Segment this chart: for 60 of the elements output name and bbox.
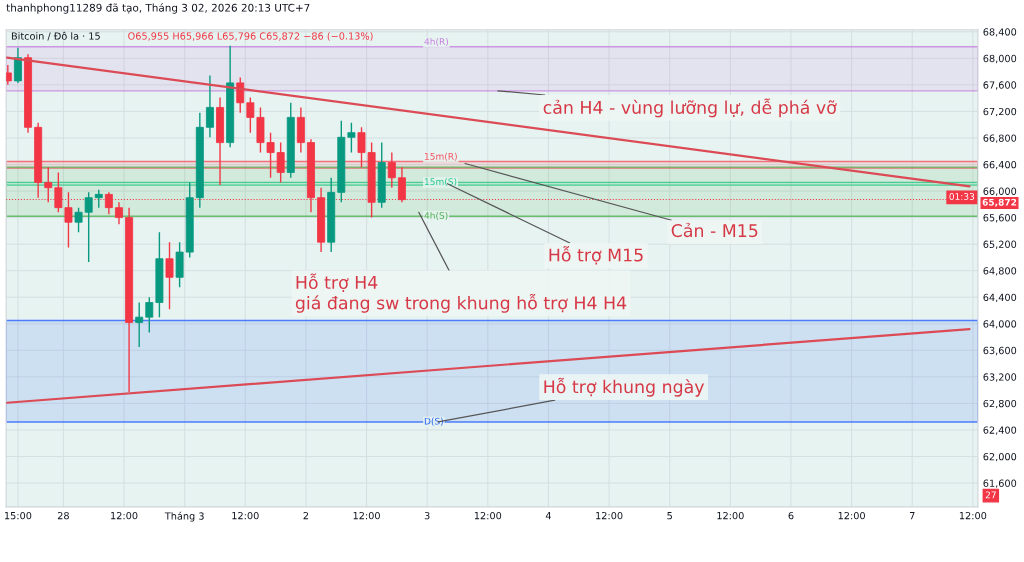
candlestick xyxy=(165,241,174,310)
x-tick-label: 2 xyxy=(303,511,309,520)
chart-subtitle: O65,955 H65,966 L65,796 C65,872 −86 (−0.13%) xyxy=(128,32,373,41)
x-tick-label: 12:00 xyxy=(838,511,865,520)
y-tick-label: 67,200 xyxy=(983,107,1017,117)
candlestick xyxy=(387,151,396,189)
annotation: Hỗ trợ M15 xyxy=(549,246,643,265)
candlestick xyxy=(13,47,22,84)
y-tick-label: 66,000 xyxy=(983,187,1017,196)
band-label: 4h(R) xyxy=(424,37,449,47)
band-label: 4h(S) xyxy=(424,211,448,220)
candlestick xyxy=(205,74,214,138)
y-tick-label: 68,400 xyxy=(983,28,1017,37)
y-tick-label: 62,800 xyxy=(983,399,1017,409)
y-tick-label: 64,000 xyxy=(983,320,1017,329)
candlestick xyxy=(115,201,123,225)
y-tick-label: 63,200 xyxy=(983,373,1017,382)
x-tick-label: 12:00 xyxy=(717,511,744,520)
x-tick-label: 5 xyxy=(667,512,672,520)
band-label: D(S) xyxy=(424,417,443,426)
x-tick-label: 15:00 xyxy=(4,511,32,520)
ref-line-label: 65,872 xyxy=(982,198,1017,207)
candlestick xyxy=(236,76,245,114)
annotation: 01:33 xyxy=(949,193,975,200)
y-tick-label: 63,600 xyxy=(983,346,1017,356)
annotation: Cản - M15 xyxy=(671,222,758,238)
x-tick-label: 28 xyxy=(57,511,69,520)
candlestick xyxy=(145,296,154,334)
annotation: Hỗ trợ H4 giá đang sw trong khung hỗ trợ H4 H4 xyxy=(295,273,627,313)
x-tick-label: 12:00 xyxy=(111,511,138,520)
y-tick-label: 68,000 xyxy=(983,54,1017,64)
x-tick-label: 12:00 xyxy=(353,511,380,520)
annotation: Hỗ trợ khung ngày xyxy=(544,377,705,397)
band-label: 15m(R) xyxy=(425,152,457,161)
x-tick-label: 12:00 xyxy=(959,511,987,520)
y-tick-label: 66,800 xyxy=(983,134,1017,143)
candlestick xyxy=(347,121,356,154)
x-tick-label: 12:00 xyxy=(232,511,259,520)
y-tick-label: 62,000 xyxy=(983,452,1017,462)
x-tick-label: Tháng 3 xyxy=(164,511,204,522)
x-tick-label: 3 xyxy=(424,511,430,520)
y-tick-label: 65,600 xyxy=(983,214,1017,223)
y-tick-label: 67,600 xyxy=(983,81,1017,90)
y-tick-label: 64,400 xyxy=(983,293,1017,303)
y-tick-label: 66,400 xyxy=(983,160,1017,170)
y-tick-label: 65,200 xyxy=(983,240,1017,249)
band-label: 15m(S) xyxy=(425,178,457,187)
y-tick-label: 64,800 xyxy=(983,267,1017,276)
chart-title: Bitcoin / Đô la · 15 xyxy=(11,31,100,41)
y-tick-label: 62,400 xyxy=(983,426,1017,435)
x-tick-label: 12:00 xyxy=(596,511,623,520)
text: 27 xyxy=(985,491,996,499)
x-tick-label: 7 xyxy=(909,512,915,520)
y-tick-label: 61,600 xyxy=(983,479,1017,488)
text: thanhphong11289 đã tạo, Tháng 3 02, 2026 20:13 UTC+7 xyxy=(6,3,310,14)
candlestick xyxy=(135,301,144,348)
x-tick-label: 6 xyxy=(788,511,794,520)
x-tick-label: 12:00 xyxy=(474,511,502,520)
annotation: cản H4 - vùng lưỡng lự, dễ phá vỡ xyxy=(543,98,837,118)
x-tick-label: 4 xyxy=(545,512,551,520)
